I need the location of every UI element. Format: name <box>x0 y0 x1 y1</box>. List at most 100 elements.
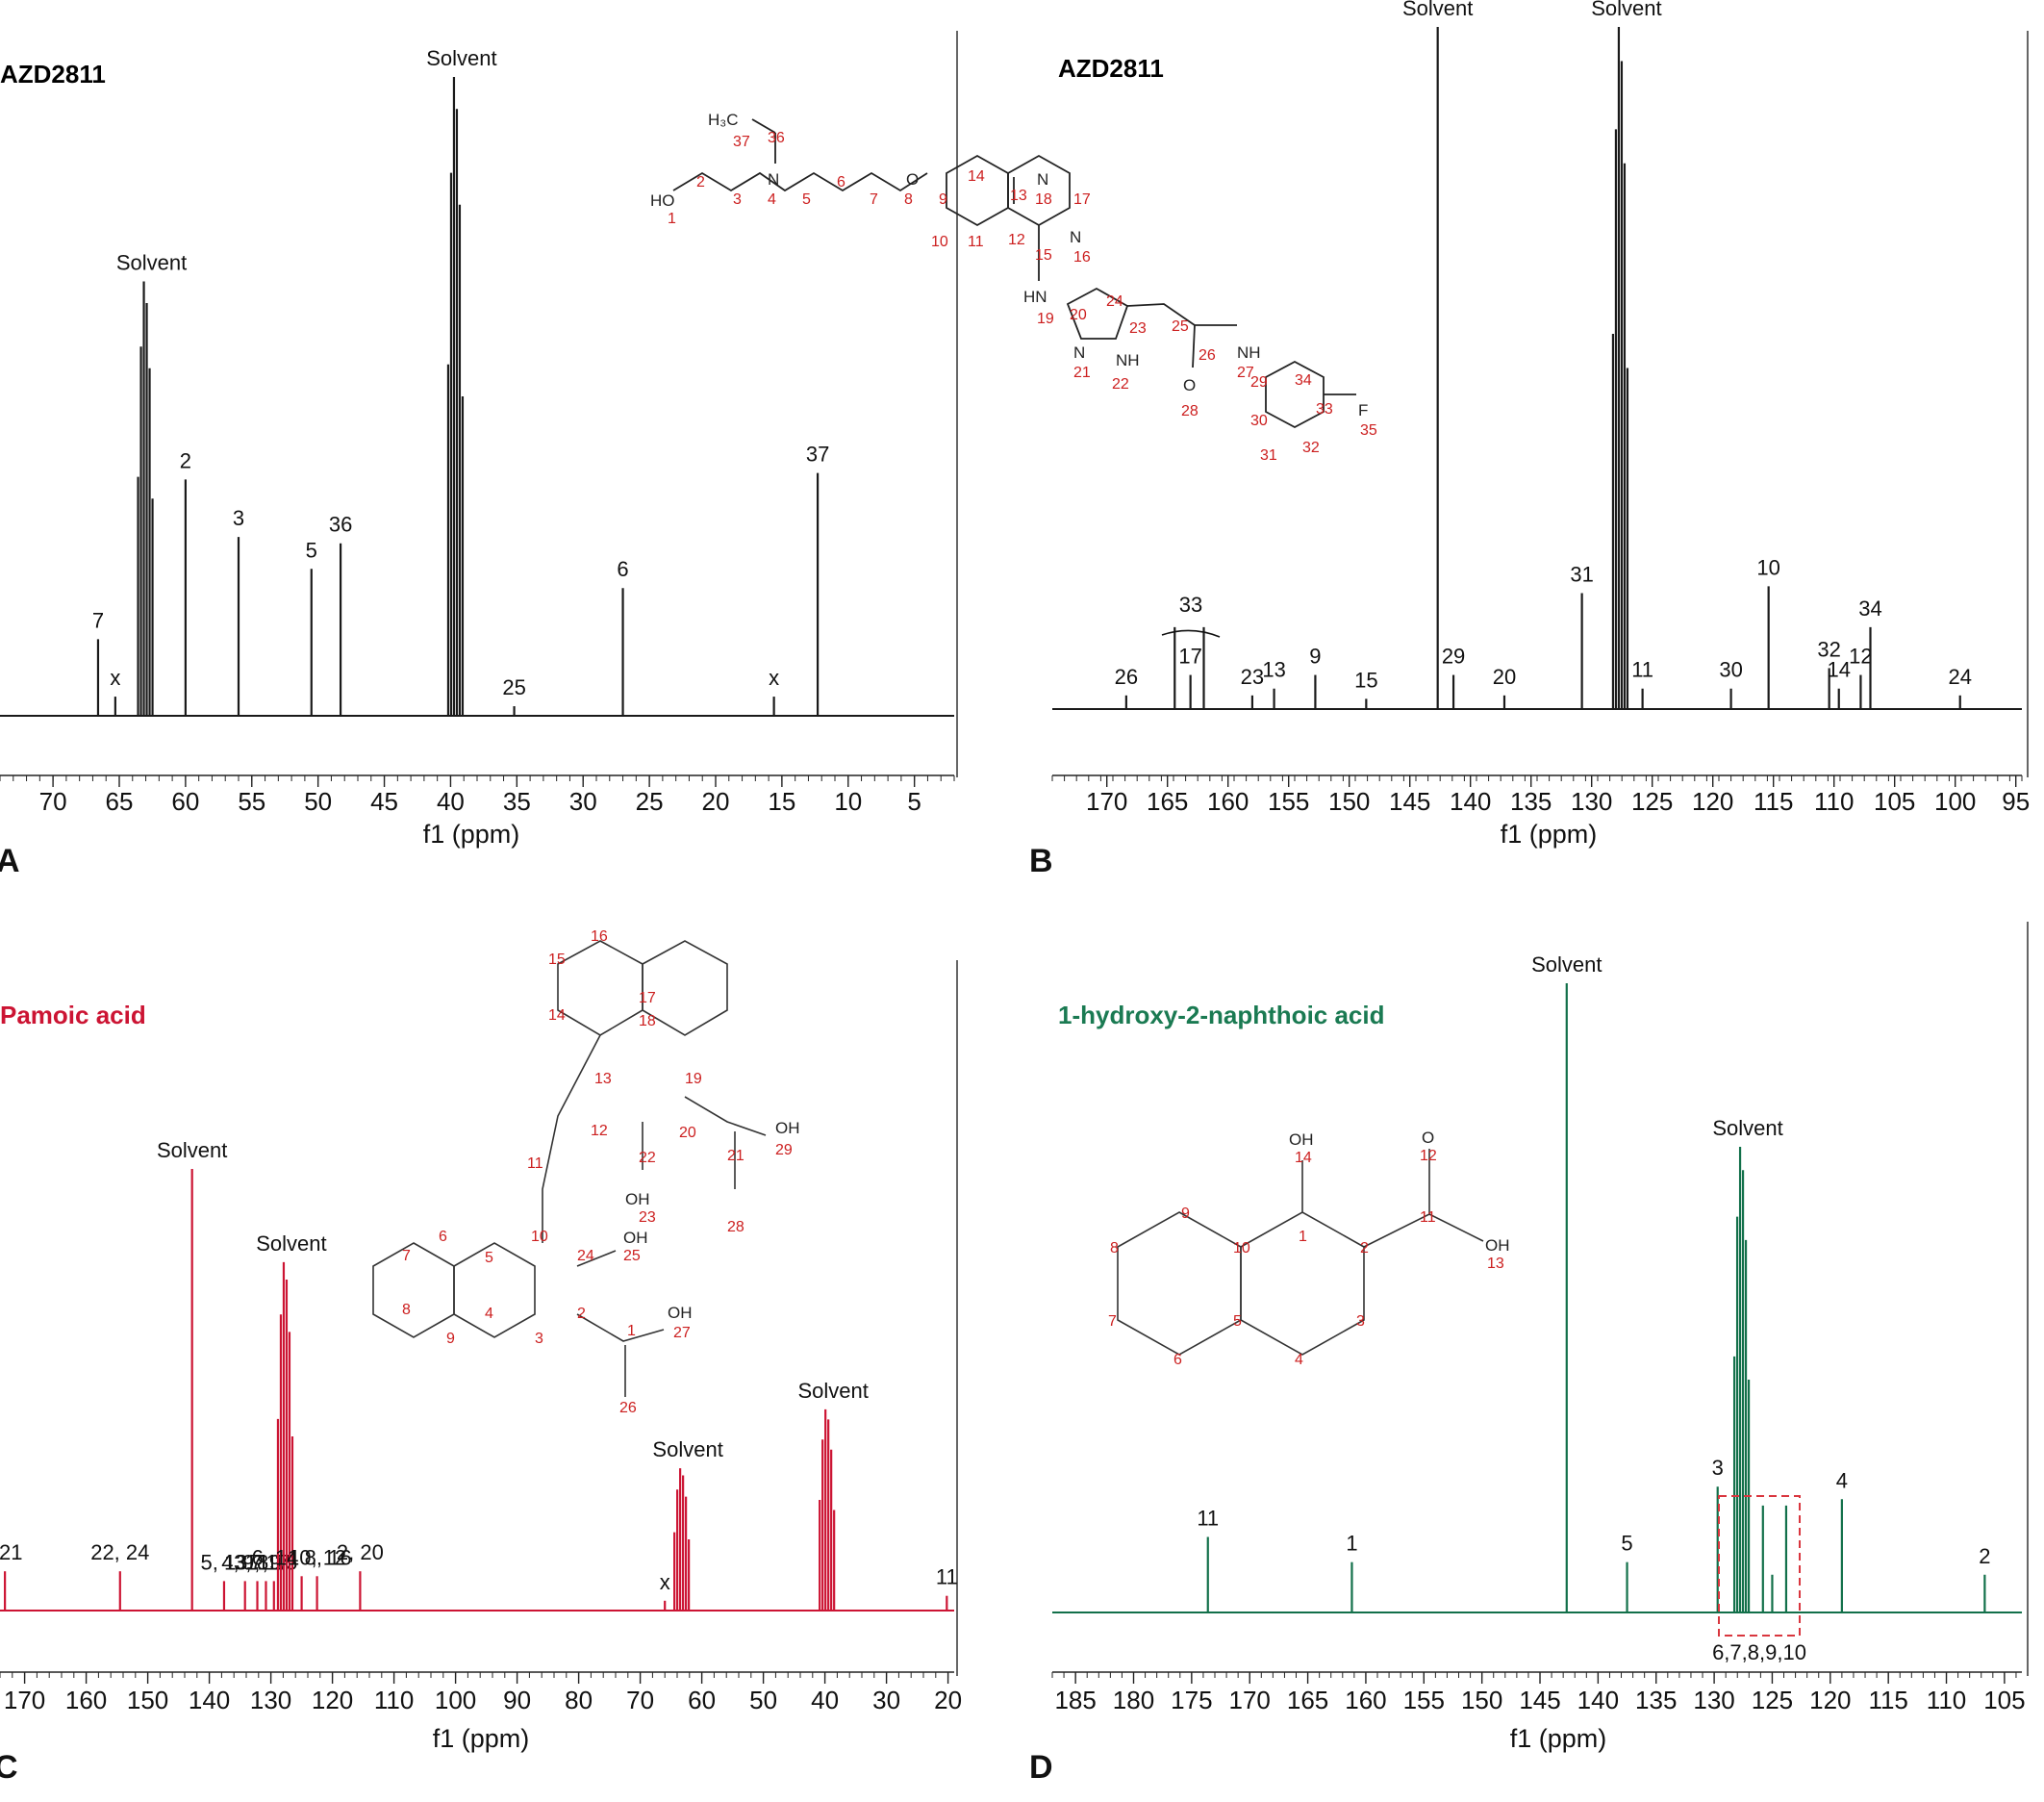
panel-d-letter: D <box>1029 1749 1053 1786</box>
peak-label: x <box>660 1570 670 1594</box>
svg-text:23: 23 <box>1129 320 1147 337</box>
svg-text:17: 17 <box>639 990 656 1006</box>
tick-label: 150 <box>1328 787 1370 816</box>
atom-label: OH <box>668 1304 693 1322</box>
svg-text:4: 4 <box>485 1306 493 1322</box>
tick-label: 70 <box>39 787 67 816</box>
atom-label: F <box>1358 401 1368 419</box>
svg-text:15: 15 <box>1035 247 1052 264</box>
azd-chain-bonds <box>672 171 928 192</box>
pamoic-methylene-bridge <box>542 1034 601 1243</box>
atom-label: NH <box>1237 343 1261 362</box>
peak-label: 11 <box>936 1565 958 1589</box>
tick-label: 80 <box>565 1686 593 1714</box>
svg-text:12: 12 <box>1008 232 1025 248</box>
panel-c-title: Pamoic acid <box>0 1001 146 1029</box>
peak-label: 6, 14 8, 16 <box>252 1545 352 1569</box>
azd2811-atom-labels: H₃C N HO O N N HN N NH O NH F <box>650 111 1368 419</box>
peak-label: x <box>769 666 779 690</box>
svg-text:11: 11 <box>527 1155 543 1172</box>
azd-ethyl-bond <box>751 118 776 134</box>
peak-label: 13 <box>1262 658 1285 682</box>
svg-text:18: 18 <box>1035 191 1052 208</box>
atom-label: OH <box>775 1119 800 1137</box>
tick-label: 155 <box>1403 1686 1445 1714</box>
svg-text:26: 26 <box>619 1400 637 1416</box>
pamoic-acid-atom-labels: OH OH OH OH <box>623 1119 800 1322</box>
tick-label: 70 <box>626 1686 654 1714</box>
svg-text:2: 2 <box>577 1306 586 1322</box>
peak-label: 22, 24 <box>90 1540 149 1564</box>
panel-a-xlabel: f1 (ppm) <box>423 820 520 849</box>
pamoic-acid-bond-upper <box>684 1096 767 1136</box>
svg-text:27: 27 <box>1237 365 1254 381</box>
svg-text:8: 8 <box>904 191 913 208</box>
hna-atom-numbers: 14 12 1 9 8 10 2 11 13 7 6 5 3 4 <box>1108 1148 1504 1368</box>
panel-b-letter: B <box>1029 843 1053 879</box>
svg-text:25: 25 <box>623 1248 641 1264</box>
tick-label: 125 <box>1631 787 1673 816</box>
svg-text:31: 31 <box>1260 447 1277 464</box>
svg-text:3: 3 <box>1356 1313 1365 1330</box>
atom-label: OH <box>623 1229 648 1247</box>
peak-label: 5 <box>306 538 317 562</box>
svg-text:12: 12 <box>1420 1148 1437 1164</box>
overlap-region-label: 6,7,8,9,10 <box>1712 1640 1806 1664</box>
peak-label: 2, 20 <box>337 1540 384 1564</box>
tick-label: 50 <box>304 787 332 816</box>
tick-label: 170 <box>1086 787 1127 816</box>
atom-label: N <box>1073 343 1085 362</box>
tick-label: 140 <box>1577 1686 1619 1714</box>
peak-label: x <box>110 666 120 690</box>
svg-text:16: 16 <box>591 928 608 945</box>
panel-a-letter: A <box>0 843 20 879</box>
peak-label: 26 <box>1115 665 1138 689</box>
atom-label: N <box>1070 228 1081 246</box>
peak-label: 7 <box>92 608 104 632</box>
peak-label: 23 <box>1241 665 1264 689</box>
tick-label: 110 <box>1927 1686 1966 1714</box>
svg-text:2: 2 <box>696 174 705 190</box>
panel-d: 1-hydroxy-2-naphthoic acid 111Solvent53S… <box>1029 922 2029 1786</box>
svg-text:8: 8 <box>402 1302 411 1318</box>
peak-33-label: 33 <box>1179 593 1202 617</box>
peak-label: Solvent <box>797 1379 868 1403</box>
tick-label: 40 <box>437 787 465 816</box>
azd2811-structure <box>672 118 1356 429</box>
svg-text:36: 36 <box>768 130 785 146</box>
svg-text:13: 13 <box>1010 188 1027 204</box>
tick-label: 40 <box>811 1686 839 1714</box>
peak-label: Solvent <box>116 250 187 274</box>
pamoic-acid-structure <box>372 940 767 1397</box>
svg-text:11: 11 <box>1420 1209 1436 1226</box>
atom-label: H₃C <box>708 111 738 129</box>
peak-label: Solvent <box>1531 952 1602 977</box>
tick-label: 150 <box>1461 1686 1502 1714</box>
azd-pyrimidine-ring <box>1007 154 1071 227</box>
svg-text:4: 4 <box>768 191 776 208</box>
svg-text:10: 10 <box>1233 1240 1250 1256</box>
svg-text:16: 16 <box>1073 249 1091 266</box>
tick-label: 115 <box>1754 787 1793 816</box>
tick-label: 55 <box>238 787 265 816</box>
svg-text:6: 6 <box>1173 1352 1182 1368</box>
panel-c-xlabel: f1 (ppm) <box>433 1724 530 1753</box>
peak-label: 3, 19 <box>234 1550 281 1574</box>
svg-text:13: 13 <box>1487 1256 1504 1272</box>
tick-label: 160 <box>65 1686 107 1714</box>
panel-a-title: AZD2811 <box>0 60 106 89</box>
tick-label: 100 <box>1934 787 1976 816</box>
peak-label: 12 <box>1849 645 1872 669</box>
tick-label: 15 <box>768 787 795 816</box>
tick-label: 155 <box>1268 787 1309 816</box>
svg-text:5: 5 <box>802 191 811 208</box>
pamoic-ring-upper-left <box>557 940 643 1036</box>
tick-label: 160 <box>1207 787 1249 816</box>
panel-d-xlabel: f1 (ppm) <box>1510 1724 1607 1753</box>
peak-label: 24 <box>1948 665 1971 689</box>
peak-label: 10 <box>1756 555 1779 579</box>
